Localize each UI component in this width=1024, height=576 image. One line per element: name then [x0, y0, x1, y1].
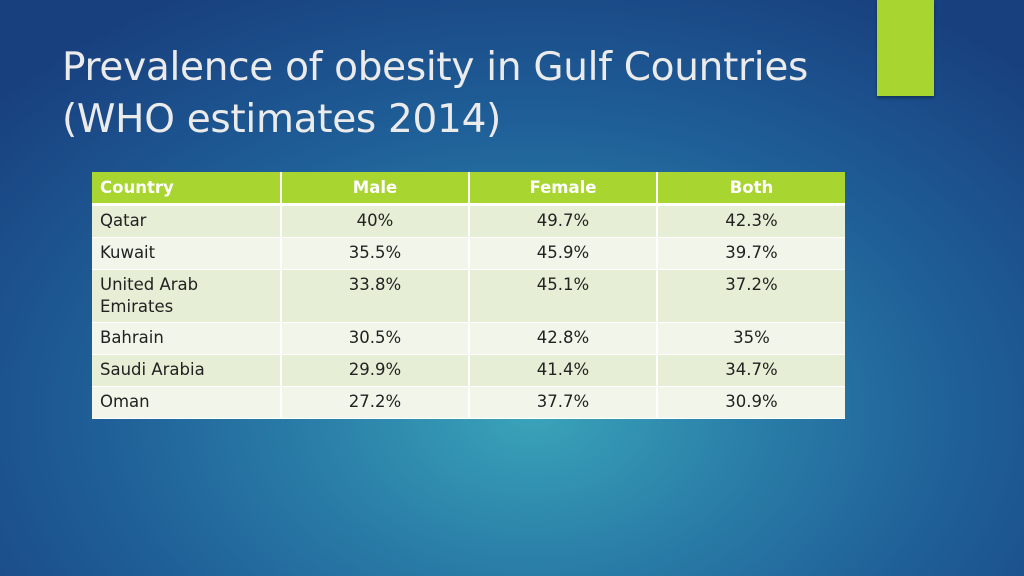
cell-female: 41.4%: [469, 354, 658, 387]
header-male: Male: [281, 172, 470, 206]
cell-male: 33.8%: [281, 269, 470, 323]
table-row: Kuwait 35.5% 45.9% 39.7%: [92, 237, 845, 270]
cell-country: Bahrain: [92, 322, 282, 355]
header-both: Both: [657, 172, 845, 206]
cell-both: 35%: [657, 322, 845, 355]
cell-country: Oman: [92, 386, 282, 419]
cell-male: 30.5%: [281, 322, 470, 355]
cell-female: 37.7%: [469, 386, 658, 419]
cell-country: Saudi Arabia: [92, 354, 282, 387]
cell-both: 37.2%: [657, 269, 845, 323]
cell-country: Qatar: [92, 204, 282, 238]
cell-male: 40%: [281, 204, 470, 238]
cell-female: 42.8%: [469, 322, 658, 355]
table-row: United Arab Emirates 33.8% 45.1% 37.2%: [92, 269, 845, 323]
cell-both: 34.7%: [657, 354, 845, 387]
cell-country: United Arab Emirates: [92, 269, 282, 323]
cell-country: Kuwait: [92, 237, 282, 270]
cell-female: 49.7%: [469, 204, 658, 238]
header-country: Country: [92, 172, 282, 206]
slide-title: Prevalence of obesity in Gulf Countries …: [62, 42, 862, 146]
slide-title-line-2: (WHO estimates 2014): [62, 97, 501, 142]
table-row: Qatar 40% 49.7% 42.3%: [92, 204, 845, 238]
header-female: Female: [469, 172, 658, 206]
accent-bar: [877, 0, 934, 96]
cell-both: 30.9%: [657, 386, 845, 419]
cell-female: 45.9%: [469, 237, 658, 270]
cell-both: 42.3%: [657, 204, 845, 238]
slide-title-line-1: Prevalence of obesity in Gulf Countries: [62, 45, 809, 90]
table-row: Saudi Arabia 29.9% 41.4% 34.7%: [92, 354, 845, 387]
table-row: Oman 27.2% 37.7% 30.9%: [92, 386, 845, 419]
table-header-row: Country Male Female Both: [92, 172, 845, 206]
cell-male: 35.5%: [281, 237, 470, 270]
cell-both: 39.7%: [657, 237, 845, 270]
table-row: Bahrain 30.5% 42.8% 35%: [92, 322, 845, 355]
cell-male: 29.9%: [281, 354, 470, 387]
cell-male: 27.2%: [281, 386, 470, 419]
cell-female: 45.1%: [469, 269, 658, 323]
obesity-table: Country Male Female Both Qatar 40% 49.7%…: [92, 172, 845, 419]
